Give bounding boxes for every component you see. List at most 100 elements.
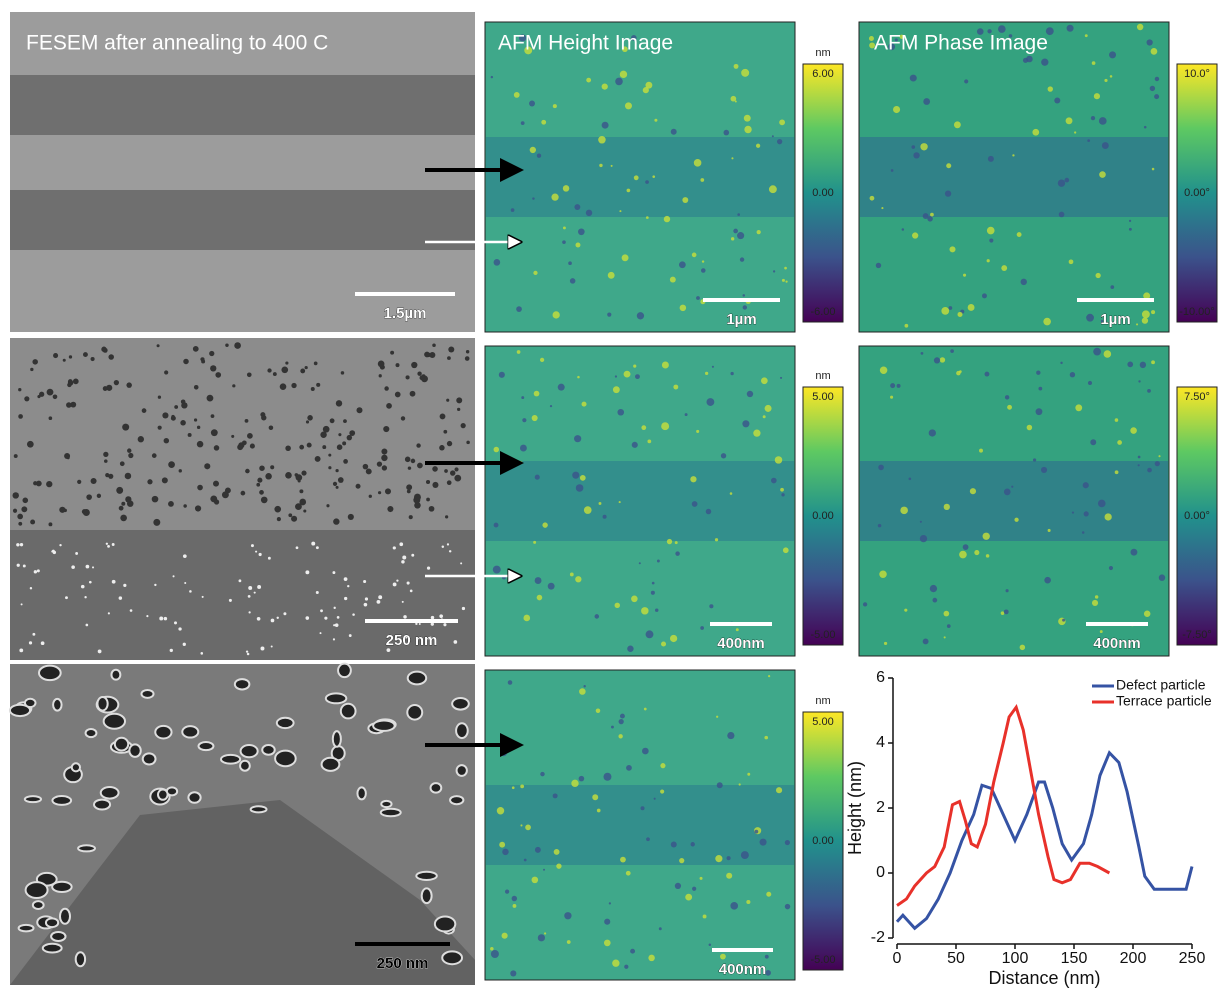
afm-speck	[765, 970, 771, 976]
sem-particle	[178, 627, 182, 631]
afm-speck	[579, 688, 586, 695]
sem-pore	[128, 452, 134, 459]
sem-pore	[106, 384, 113, 391]
afm-speck	[772, 270, 776, 273]
afm-speck	[711, 365, 714, 368]
afm-speck	[875, 262, 882, 269]
afm-speck	[690, 476, 697, 483]
afm-speck	[909, 74, 917, 82]
afm-speck	[513, 92, 520, 98]
afm-speck	[1068, 259, 1074, 265]
afm-speck	[696, 429, 700, 433]
afm-speck	[730, 237, 735, 241]
sem-hole	[74, 951, 87, 968]
sem-pore	[30, 367, 34, 372]
legend-label: Defect particle	[1116, 677, 1206, 693]
afm-speck	[571, 779, 579, 788]
sem-pore	[187, 432, 192, 437]
sem-particle	[248, 586, 253, 590]
sem-pore	[456, 397, 463, 404]
sem-pore	[209, 350, 215, 357]
afm-speck	[946, 163, 952, 169]
sem-hole	[23, 795, 43, 804]
afm-speck	[603, 939, 611, 947]
sem-pore	[419, 375, 425, 381]
afm-speck	[1110, 285, 1115, 289]
afm-speck	[641, 607, 649, 615]
afm-speck	[493, 259, 501, 266]
afm-speck	[682, 197, 689, 203]
afm-speck	[896, 383, 901, 388]
sem-pore	[194, 505, 202, 512]
sem-particle	[401, 600, 404, 603]
afm-speck	[624, 964, 629, 969]
sem-particle	[460, 562, 463, 565]
sem-particle	[71, 565, 75, 569]
sem-particle	[267, 556, 271, 560]
colorbar-label: 0.00°	[1184, 510, 1210, 522]
sem-pore	[26, 440, 34, 448]
afm-speck	[685, 893, 693, 901]
sem-pore	[454, 467, 459, 472]
afm-speck	[661, 422, 670, 431]
sem-pore	[443, 429, 448, 434]
afm-speck	[1005, 589, 1009, 593]
afm-speck	[1074, 131, 1077, 134]
colorbar-label: 0.00	[812, 187, 833, 199]
sem-particle	[159, 616, 164, 621]
sem-particle	[461, 606, 466, 611]
afm-speck	[957, 311, 963, 317]
afm-speck	[888, 43, 896, 51]
afm-speck	[739, 257, 745, 262]
sem-hole	[128, 743, 142, 758]
sem-hole	[433, 915, 457, 933]
afm-speck	[984, 371, 990, 377]
sem-hole	[339, 702, 357, 720]
sem-pore	[291, 382, 297, 389]
sem-pore	[241, 440, 247, 446]
sem-pore	[448, 346, 455, 353]
sem-pore	[151, 453, 157, 458]
sem-pore	[300, 368, 306, 374]
afm-speck	[1093, 93, 1101, 100]
sem-particle	[448, 550, 452, 553]
sem-particle	[258, 552, 262, 557]
sem-pore	[101, 346, 107, 352]
afm-speck	[596, 808, 601, 813]
sem-pore	[457, 407, 461, 412]
x-tick-label: 50	[947, 950, 965, 967]
afm-speck	[943, 636, 946, 639]
sem-particle	[428, 636, 432, 641]
sem-particle	[305, 570, 310, 575]
afm-speck	[1043, 317, 1051, 326]
sem-hole	[70, 762, 82, 773]
sem-pore	[328, 466, 332, 470]
y-tick-label: 2	[876, 799, 885, 816]
afm-speck	[552, 104, 557, 109]
afm-speck	[490, 946, 494, 951]
sem-particle	[169, 648, 173, 653]
sem-pore	[256, 482, 261, 487]
sem-pore	[163, 437, 170, 444]
sem-particle	[315, 591, 319, 595]
sem-pore	[24, 396, 30, 402]
sem-pore	[245, 468, 250, 474]
sem-particle	[430, 622, 434, 626]
sem-pore	[33, 481, 38, 486]
afm-speck	[641, 425, 647, 431]
sem-pore	[108, 473, 114, 479]
sem-hole	[455, 764, 468, 777]
sem-particle	[111, 579, 116, 584]
sem-pore	[231, 434, 235, 438]
sem-particle	[85, 564, 90, 569]
sem-pore	[281, 366, 289, 374]
afm-speck	[541, 119, 547, 125]
afm-speck	[768, 185, 777, 194]
colorbar-label: 6.00	[812, 68, 833, 80]
sem-pore	[406, 484, 413, 491]
afm-speck	[715, 855, 723, 863]
sem-pore	[259, 490, 264, 495]
sem-pore	[246, 372, 252, 378]
afm-speck	[653, 797, 656, 800]
